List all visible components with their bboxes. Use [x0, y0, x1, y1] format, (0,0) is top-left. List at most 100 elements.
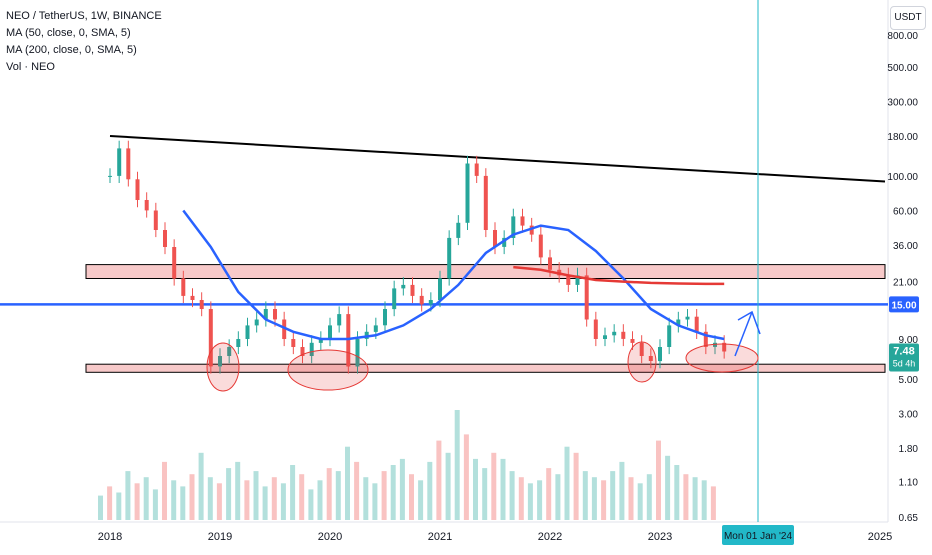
volume-bar	[628, 477, 634, 520]
candle	[483, 175, 488, 230]
candle	[190, 295, 195, 300]
volume-bar	[473, 458, 478, 520]
candle	[538, 234, 543, 258]
countdown-label: 5d 4h	[893, 359, 916, 369]
volume-bar	[98, 495, 103, 520]
volume-bar	[116, 492, 122, 520]
last-price-label-bg	[889, 343, 919, 372]
volume-bar	[107, 486, 113, 520]
volume-bar	[637, 483, 643, 520]
candle	[520, 216, 525, 226]
volume-bar	[171, 480, 177, 520]
trendline[interactable]	[109, 135, 886, 183]
candle	[438, 278, 442, 300]
volume-bar	[207, 477, 213, 520]
candle	[511, 216, 516, 238]
candle	[593, 319, 598, 339]
volume-bar	[399, 458, 405, 520]
candle	[502, 237, 507, 247]
volume-bar	[674, 465, 680, 520]
volume-bar	[244, 480, 250, 520]
volume-bar	[235, 461, 241, 520]
volume-bar	[601, 480, 607, 520]
volume-legend: Vol · NEO	[6, 61, 55, 73]
volume-bar	[363, 477, 369, 520]
volume-bar	[326, 468, 332, 520]
volume-bar	[573, 452, 579, 520]
candle	[318, 339, 323, 343]
candle	[181, 278, 186, 296]
candle	[621, 331, 626, 339]
candle	[703, 331, 708, 347]
candle	[245, 325, 250, 339]
volume-bar	[345, 446, 350, 520]
candle	[667, 325, 672, 347]
time-tick-label: 2018	[98, 531, 122, 543]
volume-bar	[152, 489, 158, 520]
candle	[428, 300, 433, 305]
candle	[218, 356, 222, 367]
horizontal-line-label-bg	[889, 296, 919, 313]
time-tick-label: 2021	[428, 531, 452, 543]
time-tick-label: 2025	[868, 531, 892, 543]
volume-bar	[335, 471, 341, 520]
time-tick-label: 2022	[538, 531, 562, 543]
candle	[410, 284, 415, 296]
volume-bar	[500, 458, 506, 520]
candle	[144, 200, 149, 211]
volume-bar	[125, 471, 131, 520]
annotation-ellipse[interactable]	[627, 341, 657, 383]
candle	[474, 163, 479, 176]
candle	[135, 179, 140, 200]
price-tick-label: 60.00	[893, 207, 918, 218]
last-price-label: 7.48	[893, 346, 914, 358]
volume-bar	[665, 455, 671, 520]
candle	[163, 230, 167, 247]
volume-bar	[692, 477, 698, 520]
candle	[630, 339, 635, 343]
volume-bar	[701, 480, 707, 520]
time-tick-label: 2020	[318, 531, 342, 543]
annotation-ellipse[interactable]	[206, 342, 240, 392]
volume-bar	[454, 410, 460, 520]
price-tick-label: 1.80	[899, 444, 919, 455]
annotation-ellipse[interactable]	[685, 343, 759, 373]
candle	[263, 309, 268, 320]
candle	[648, 356, 653, 361]
projection-arrow-up[interactable]	[734, 311, 753, 357]
projection-arrow-down[interactable]	[737, 310, 761, 335]
volume-bar	[299, 474, 305, 520]
support-zone[interactable]	[85, 363, 886, 373]
volume-bar	[546, 468, 552, 520]
volume-bar	[582, 471, 588, 520]
annotation-ellipse[interactable]	[287, 349, 369, 391]
candle	[548, 257, 552, 270]
ma200-legend: MA (200, close, 0, SMA, 5)	[6, 44, 137, 56]
volume-bar	[134, 483, 140, 520]
candle	[153, 210, 158, 230]
candle	[236, 339, 241, 347]
candle	[309, 342, 314, 356]
volume-bar	[482, 468, 488, 520]
volume-bar	[290, 465, 296, 520]
candle	[685, 316, 690, 320]
support-zone[interactable]	[85, 264, 886, 280]
candle	[346, 314, 351, 367]
price-tick-label: 500.00	[887, 63, 918, 74]
candle	[493, 230, 497, 247]
candle	[117, 148, 122, 176]
currency-button[interactable]: USDT	[890, 6, 926, 30]
volume-bar	[317, 480, 323, 520]
volume-bar	[271, 477, 277, 520]
volume-bar	[308, 489, 314, 520]
price-tick-label: 0.65	[899, 513, 919, 524]
volume-bar	[463, 434, 469, 520]
candle	[603, 335, 607, 339]
volume-bar	[436, 440, 442, 520]
candle	[291, 339, 296, 347]
ma50-legend: MA (50, close, 0, SMA, 5)	[6, 27, 131, 39]
volume-bar	[491, 452, 497, 520]
volume-bar	[527, 483, 533, 520]
